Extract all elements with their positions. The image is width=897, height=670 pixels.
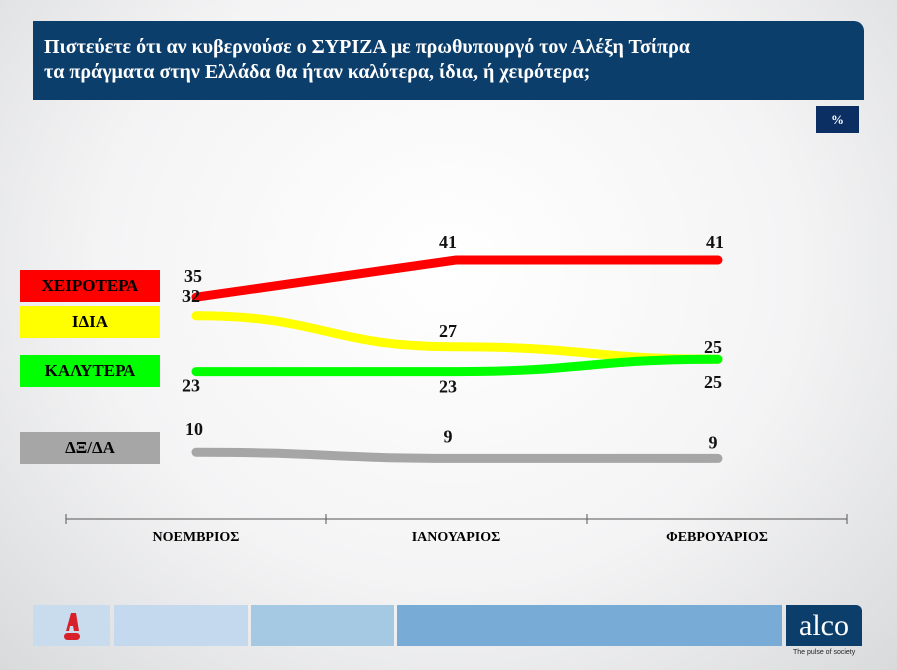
data-label: 32 [182, 286, 200, 306]
data-label: 23 [182, 376, 200, 396]
legend-better: ΚΑΛΥΤΕΡΑ [20, 355, 160, 387]
x-tick-label: ΙΑΝΟΥΑΡΙΟΣ [412, 530, 501, 545]
footer-bar-2 [251, 605, 394, 646]
series-line-2 [191, 354, 723, 377]
data-label: 41 [706, 232, 724, 252]
news-logo-box [33, 605, 110, 646]
question-title: Πιστεύετε ότι αν κυβερνούσε ο ΣΥΡΙΖΑ με … [33, 21, 864, 100]
alco-logo: alco [786, 605, 862, 646]
data-label: 25 [704, 337, 722, 357]
line-chart: ΝΟΕΜΒΡΙΟΣ ΙΑΝΟΥΑΡΙΟΣ ΦΕΒΡΟΥΑΡΙΟΣ 35 41 41 32 27… [65, 232, 848, 545]
series-line-0 [191, 255, 723, 302]
alco-tagline: The pulse of society [793, 649, 856, 656]
x-tick-label: ΝΟΕΜΒΡΙΟΣ [153, 530, 240, 545]
footer-bar-3 [397, 605, 782, 646]
data-label: 35 [184, 266, 202, 286]
data-label: 23 [439, 377, 457, 397]
legend-same: ΙΔΙΑ [20, 306, 160, 338]
news-logo-icon [64, 613, 80, 640]
series-line-1 [191, 311, 723, 364]
data-label: 9 [709, 432, 718, 452]
legend-worse: ΧΕΙΡΟΤΕΡΑ [20, 270, 160, 302]
data-label: 9 [444, 426, 453, 446]
data-label: 27 [439, 321, 457, 341]
unit-badge: % [816, 106, 859, 133]
title-line-1: Πιστεύετε ότι αν κυβερνούσε ο ΣΥΡΙΖΑ με … [44, 36, 690, 58]
legend-dk: ΔΞ/ΔΑ [20, 432, 160, 464]
footer-bar-1 [114, 605, 248, 646]
data-label: 25 [704, 372, 722, 392]
x-tick-label: ΦΕΒΡΟΥΑΡΙΟΣ [666, 530, 768, 545]
series-line-3 [191, 447, 723, 463]
data-label: 10 [185, 419, 203, 439]
title-line-2: τα πράγματα στην Ελλάδα θα ήταν καλύτερα… [44, 61, 591, 83]
data-label: 41 [439, 232, 457, 252]
